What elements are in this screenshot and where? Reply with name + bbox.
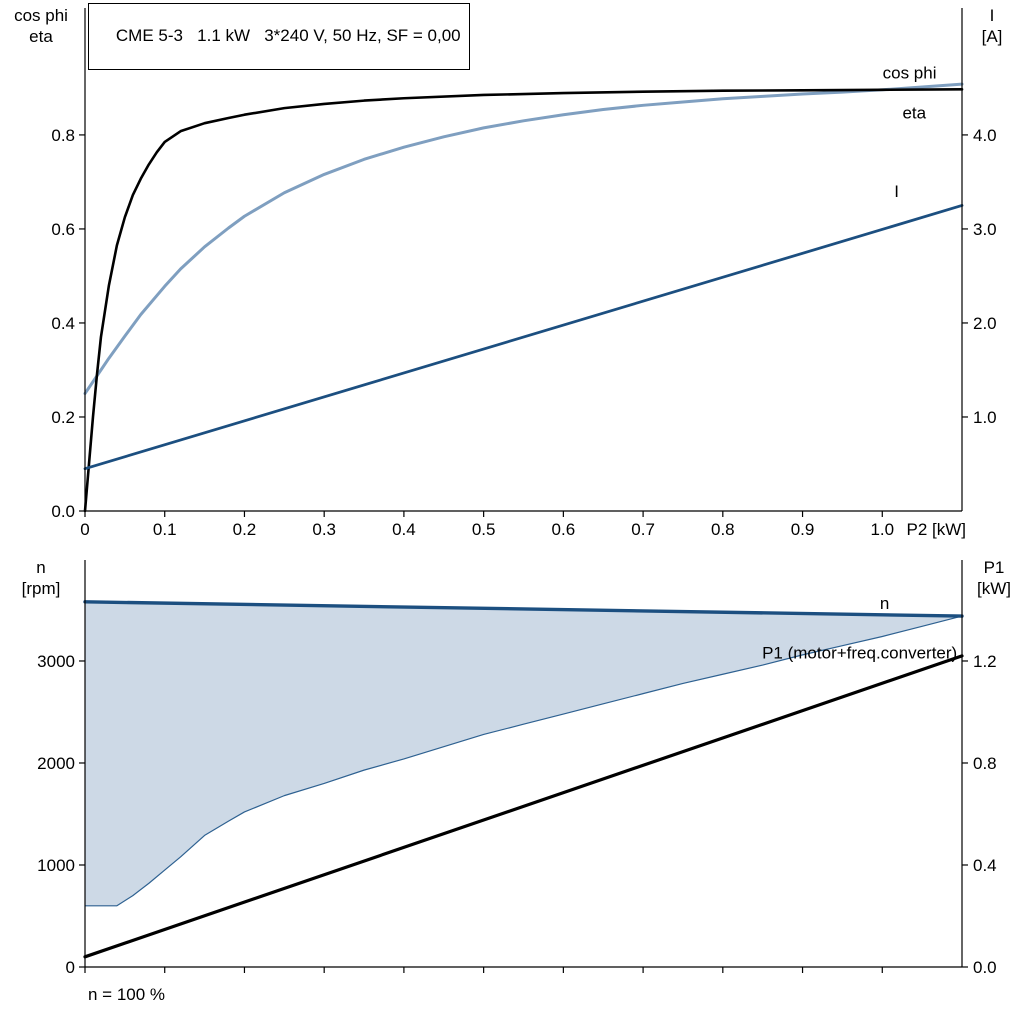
speed-percentage-note: n = 100 % <box>88 985 166 1004</box>
y-left-tick-label: 2000 <box>37 754 75 773</box>
series-p1-motor-freq-converter <box>83 654 964 959</box>
bottom-right-axis-title: P1 [kW] <box>966 557 1022 599</box>
y-right-tick-label: 1.2 <box>973 652 997 671</box>
series-label-p1-motor-freq-converter: P1 (motor+freq.converter) <box>762 643 957 662</box>
series-i <box>83 204 964 471</box>
speed-control-range-band <box>85 601 962 906</box>
x-axis-label: P2 [kW] <box>906 520 966 539</box>
y-left-tick-label: 0.2 <box>51 408 75 427</box>
series-n <box>83 600 964 618</box>
chart-title-box: CME 5-3 1.1 kW 3*240 V, 50 Hz, SF = 0,00 <box>88 3 470 70</box>
x-tick-label: 1.0 <box>870 520 894 539</box>
x-tick-label: 0.6 <box>552 520 576 539</box>
speed-control-range-lower-boundary <box>85 615 963 907</box>
x-tick-label: 0.7 <box>631 520 655 539</box>
series-label-cos-phi: cos phi <box>883 64 937 83</box>
series-label-i: I <box>894 182 899 201</box>
y-right-tick-label: 0.4 <box>973 856 997 875</box>
axis-title-current: I <box>989 6 995 25</box>
series-cos-phi <box>83 82 964 395</box>
motor-performance-plot: 0 0.1 0.2 0.3 0.4 0.5 0.6 0.7 0.8 0.9 1.0 P2 [kW] 0.… <box>51 8 997 539</box>
series-eta <box>83 88 964 513</box>
y-right-tick-label: 4.0 <box>973 126 997 145</box>
axis-title-speed-unit: [rpm] <box>21 579 61 598</box>
speed-power-plot: 0 1000 2000 3000 0.0 0.4 0.8 1.2 n P1 (motor+freq… <box>37 560 997 977</box>
x-tick-label: 0.9 <box>791 520 815 539</box>
y-left-tick-label: 0.0 <box>51 502 75 521</box>
y-right-tick-label: 1.0 <box>973 408 997 427</box>
top-left-axis-title: cos phi eta <box>0 5 82 47</box>
y-left-tick-label: 1000 <box>37 856 75 875</box>
y-right-tick-label: 0.0 <box>973 958 997 977</box>
axis-title-cos-phi: cos phi <box>14 6 68 25</box>
chart-title: CME 5-3 1.1 kW 3*240 V, 50 Hz, SF = 0,00 <box>115 26 461 45</box>
bottom-left-axis-title: n [rpm] <box>0 557 82 599</box>
x-tick-label: 0.5 <box>472 520 496 539</box>
y-left-tick-label: 3000 <box>37 652 75 671</box>
x-tick-label: 0.3 <box>312 520 336 539</box>
top-right-axis-title: I [A] <box>966 5 1018 47</box>
x-tick-label: 0.8 <box>711 520 735 539</box>
axis-title-p1: P1 <box>983 558 1005 577</box>
y-right-tick-label: 3.0 <box>973 220 997 239</box>
y-left-tick-label: 0.6 <box>51 220 75 239</box>
axis-title-p1-unit: [kW] <box>977 579 1011 598</box>
y-left-tick-label: 0 <box>66 958 75 977</box>
x-tick-label: 0.2 <box>233 520 257 539</box>
axis-title-current-unit: [A] <box>981 27 1003 46</box>
y-left-tick-label: 0.8 <box>51 126 75 145</box>
y-right-tick-label: 0.8 <box>973 754 997 773</box>
axis-title-speed: n <box>36 558 46 577</box>
series-label-eta: eta <box>902 103 926 122</box>
y-left-tick-label: 0.4 <box>51 314 75 333</box>
axis-title-eta: eta <box>29 27 53 46</box>
x-tick-label: 0 <box>80 520 89 539</box>
series-label-n: n <box>880 594 889 613</box>
y-right-tick-label: 2.0 <box>973 314 997 333</box>
x-tick-label: 0.1 <box>153 520 177 539</box>
x-tick-label: 0.4 <box>392 520 416 539</box>
